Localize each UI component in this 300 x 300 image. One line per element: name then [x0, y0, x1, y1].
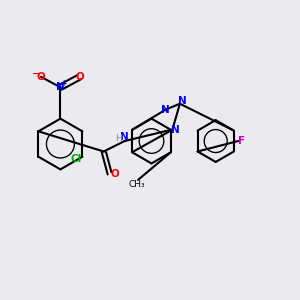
Text: F: F — [238, 136, 245, 146]
Text: N: N — [178, 96, 187, 106]
Text: O: O — [111, 169, 119, 179]
Text: +: + — [61, 79, 67, 88]
Text: CH₃: CH₃ — [128, 180, 145, 189]
Text: O: O — [37, 72, 45, 82]
Text: N: N — [171, 125, 180, 135]
Text: O: O — [76, 72, 84, 82]
Text: N: N — [56, 82, 65, 92]
Text: −: − — [32, 69, 41, 79]
Text: N: N — [120, 133, 129, 142]
Text: N: N — [161, 105, 170, 115]
Text: H: H — [115, 134, 122, 142]
Text: Cl: Cl — [70, 154, 82, 164]
